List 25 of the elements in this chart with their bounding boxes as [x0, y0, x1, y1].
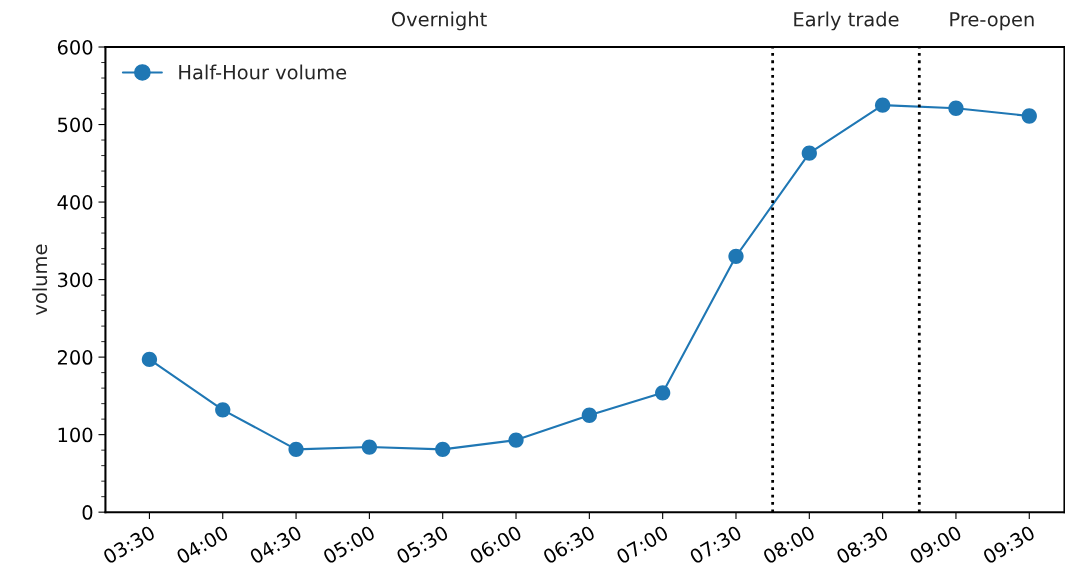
text: Early trade: [794, 11, 899, 31]
text: Pre-open: [950, 12, 1034, 31]
text: Overnight: [391, 11, 487, 31]
point: [874, 97, 891, 113]
y-tick-label: 300: [58, 272, 93, 288]
point: [215, 402, 231, 418]
point: [655, 385, 671, 401]
y-axis-title: volume: [32, 244, 48, 316]
y-tick-label: 400: [57, 195, 93, 210]
y-tick-label: 500: [58, 117, 93, 133]
point: [801, 145, 817, 161]
y-tick-label: 100: [58, 427, 93, 443]
point: [728, 248, 744, 264]
point: [361, 439, 378, 455]
point: [581, 407, 597, 423]
point: [288, 441, 304, 458]
legend-label: Half-Hour volume: [179, 64, 347, 80]
point: [1021, 108, 1037, 124]
y-tick-label: 600: [57, 39, 93, 55]
point: [435, 441, 451, 458]
point: [508, 432, 524, 448]
point: [141, 351, 158, 368]
y-tick-label: 0: [82, 505, 93, 520]
point: [948, 100, 964, 116]
y-tick-label: 200: [57, 350, 93, 365]
